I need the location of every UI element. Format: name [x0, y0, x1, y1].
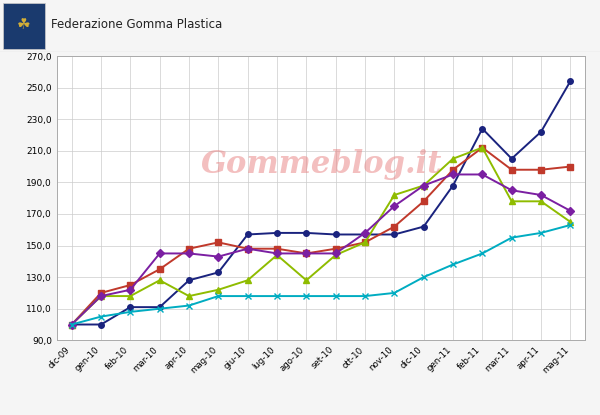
SBR 1500	[185, 278, 193, 283]
SMR 20	[244, 278, 251, 283]
NERO DI CARBONIO	[68, 322, 75, 327]
NERO DI CARBONIO	[185, 303, 193, 308]
SMR CV	[332, 246, 339, 251]
LATTICE	[274, 251, 281, 256]
LATTICE	[332, 251, 339, 256]
SBR 1500	[391, 232, 398, 237]
Line: LATTICE: LATTICE	[69, 172, 573, 327]
LATTICE	[567, 208, 574, 213]
LATTICE	[420, 183, 427, 188]
SMR CV	[361, 240, 368, 245]
SMR CV	[479, 145, 486, 150]
NERO DI CARBONIO	[361, 293, 368, 298]
SMR 20	[215, 287, 222, 292]
SBR 1500	[567, 79, 574, 84]
LATTICE	[479, 172, 486, 177]
SMR 20	[68, 322, 75, 327]
Line: SBR 1500: SBR 1500	[69, 78, 573, 327]
SMR 20	[127, 293, 134, 298]
Line: SMR 20: SMR 20	[69, 145, 573, 327]
Line: SMR CV: SMR CV	[69, 145, 573, 327]
SBR 1500	[420, 224, 427, 229]
NERO DI CARBONIO	[215, 293, 222, 298]
LATTICE	[127, 287, 134, 292]
NERO DI CARBONIO	[303, 293, 310, 298]
NERO DI CARBONIO	[538, 230, 545, 235]
SMR CV	[567, 164, 574, 169]
SBR 1500	[538, 129, 545, 134]
NERO DI CARBONIO	[332, 293, 339, 298]
SMR CV	[420, 199, 427, 204]
SMR 20	[508, 199, 515, 204]
SMR 20	[567, 220, 574, 225]
SMR CV	[449, 167, 457, 172]
LATTICE	[156, 251, 163, 256]
SBR 1500	[303, 230, 310, 235]
NERO DI CARBONIO	[508, 235, 515, 240]
SMR CV	[303, 251, 310, 256]
SMR 20	[420, 183, 427, 188]
SMR 20	[361, 240, 368, 245]
SMR 20	[274, 252, 281, 257]
LATTICE	[391, 204, 398, 209]
SMR CV	[156, 267, 163, 272]
SMR CV	[274, 246, 281, 251]
LATTICE	[361, 230, 368, 235]
NERO DI CARBONIO	[274, 293, 281, 298]
LATTICE	[97, 293, 104, 298]
LATTICE	[449, 172, 457, 177]
LATTICE	[185, 251, 193, 256]
SMR 20	[156, 278, 163, 283]
SMR CV	[391, 224, 398, 229]
Text: Gommeblog.it: Gommeblog.it	[200, 149, 442, 180]
NERO DI CARBONIO	[97, 314, 104, 319]
NERO DI CARBONIO	[449, 262, 457, 267]
SMR CV	[97, 290, 104, 295]
SBR 1500	[508, 156, 515, 161]
SMR CV	[538, 167, 545, 172]
SBR 1500	[361, 232, 368, 237]
SMR CV	[215, 240, 222, 245]
SBR 1500	[127, 305, 134, 310]
NERO DI CARBONIO	[567, 222, 574, 227]
SMR 20	[97, 293, 104, 298]
NERO DI CARBONIO	[391, 290, 398, 295]
NERO DI CARBONIO	[156, 306, 163, 311]
LATTICE	[508, 188, 515, 193]
LATTICE	[68, 322, 75, 327]
LATTICE	[244, 246, 251, 251]
SMR CV	[185, 246, 193, 251]
SMR 20	[332, 252, 339, 257]
LATTICE	[538, 193, 545, 198]
Bar	[3, 2, 45, 49]
Text: ☘: ☘	[17, 17, 31, 32]
NERO DI CARBONIO	[420, 275, 427, 280]
SMR 20	[449, 156, 457, 161]
Line: NERO DI CARBONIO: NERO DI CARBONIO	[68, 222, 574, 328]
NERO DI CARBONIO	[127, 310, 134, 315]
SMR CV	[127, 283, 134, 288]
Text: Federazione Gomma Plastica: Federazione Gomma Plastica	[51, 18, 222, 32]
SMR CV	[68, 322, 75, 327]
SMR CV	[244, 246, 251, 251]
SBR 1500	[156, 305, 163, 310]
SBR 1500	[479, 126, 486, 131]
SMR 20	[538, 199, 545, 204]
NERO DI CARBONIO	[244, 293, 251, 298]
SBR 1500	[244, 232, 251, 237]
LATTICE	[215, 254, 222, 259]
SMR 20	[479, 145, 486, 150]
SBR 1500	[274, 230, 281, 235]
NERO DI CARBONIO	[479, 251, 486, 256]
SBR 1500	[68, 322, 75, 327]
SBR 1500	[215, 270, 222, 275]
SBR 1500	[97, 322, 104, 327]
LATTICE	[303, 251, 310, 256]
SMR 20	[391, 193, 398, 198]
SMR CV	[508, 167, 515, 172]
SBR 1500	[332, 232, 339, 237]
SMR 20	[185, 293, 193, 298]
SBR 1500	[449, 183, 457, 188]
SMR 20	[303, 278, 310, 283]
